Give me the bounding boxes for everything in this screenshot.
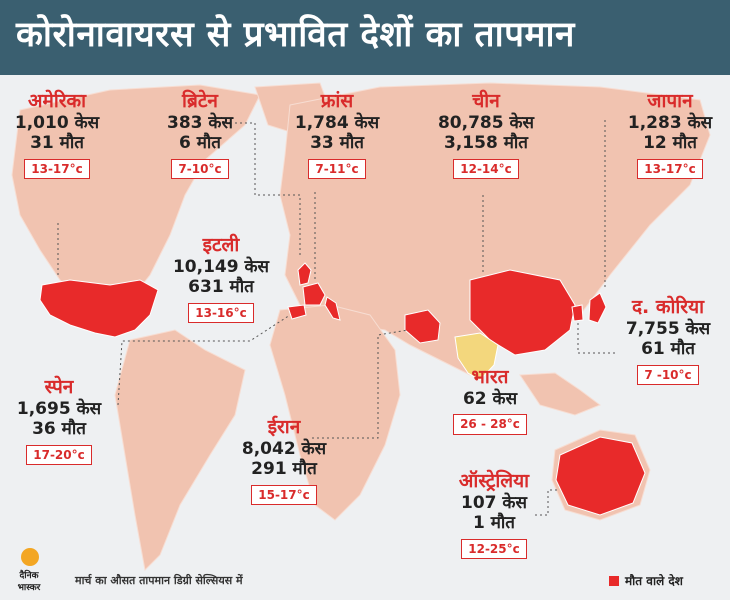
label-france: फ्रांस 1,784 केस 33 मौत 7-11°c [282,90,392,179]
china-highlight [469,269,576,356]
legend-square-icon [609,576,619,586]
deaths-usa: 31 मौत [30,133,84,154]
cases-usa: 1,010 केस [14,112,100,133]
country-name-spain: स्पेन [44,376,74,398]
country-name-italy: इटली [202,234,240,256]
temp-india: 26 - 28°c [453,414,527,435]
cases-iran: 8,042 केस [241,438,327,459]
india-highlight [454,332,499,381]
deaths-italy: 631 मौत [188,277,254,298]
country-name-india: भारत [471,366,509,388]
label-china: चीन 80,785 केस 3,158 मौत 12-14°c [424,90,548,179]
label-australia: ऑस्ट्रेलिया 107 केस 1 मौत 12-25°c [436,470,552,559]
deaths-spain: 36 मौत [32,419,86,440]
cases-spain: 1,695 केस [16,398,102,419]
country-name-australia: ऑस्ट्रेलिया [458,470,530,492]
cases-uk: 383 केस [167,112,233,133]
label-india: भारत 62 केस 26 - 28°c [442,366,538,435]
logo-line1: दैनिक [19,571,39,581]
temp-korea: 7 -10°c [637,364,699,385]
label-spain: स्पेन 1,695 केस 36 मौत 17-20°c [6,376,112,465]
temp-iran: 15-17°c [251,484,317,505]
country-name-iran: ईरान [267,416,301,438]
cases-japan: 1,283 केस [627,112,713,133]
deaths-australia: 1 मौत [472,513,515,534]
africa-landmass [269,304,401,521]
temp-japan: 13-17°c [637,158,703,179]
cases-china: 80,785 केस [437,112,535,133]
label-uk: ब्रिटेन 383 केस 6 मौत 7-10°c [148,90,252,179]
cases-australia: 107 केस [461,492,527,513]
indonesia-landmass [519,372,602,416]
temp-australia: 12-25°c [461,538,527,559]
deaths-iran: 291 मौत [251,459,317,480]
south-america-landmass [114,329,246,572]
korea-highlight [571,304,584,322]
temp-china: 12-14°c [453,158,519,179]
temp-italy: 13-16°c [188,302,254,323]
australia-highlight [555,436,646,516]
deaths-china: 3,158 मौत [444,133,528,154]
country-name-korea: द. कोरिया [631,296,705,318]
sun-logo-icon [21,548,39,566]
label-korea: द. कोरिया 7,755 केस 61 मौत 7 -10°c [612,296,724,385]
page-title: कोरोनावायरस से प्रभावित देशों का तापमान [16,15,575,55]
deaths-korea: 61 मौत [641,339,695,360]
label-italy: इटली 10,149 केस 631 मौत 13-16°c [162,234,280,323]
label-iran: ईरान 8,042 केस 291 मौत 15-17°c [224,416,344,505]
cases-korea: 7,755 केस [625,318,711,339]
legend: मौत वाले देश [609,572,683,589]
spain-highlight [287,304,307,320]
temp-france: 7-11°c [308,158,366,179]
cases-france: 1,784 केस [294,112,380,133]
temperature-note: मार्च का औसत तापमान डिग्री सेल्सियस में [75,574,243,587]
header-bar: कोरोनावायरस से प्रभावित देशों का तापमान [0,0,730,75]
temp-usa: 13-17°c [24,158,90,179]
country-name-france: फ्रांस [320,90,354,112]
temp-uk: 7-10°c [171,158,229,179]
label-japan: जापान 1,283 केस 12 मौत 13-17°c [618,90,722,179]
dainik-bhaskar-logo: दैनिक भास्कर [10,548,48,596]
world-map [11,82,711,572]
country-name-japan: जापान [647,90,693,112]
north-america-landmass [11,84,261,316]
leader-korea [577,323,615,354]
country-name-usa: अमेरिका [27,90,87,112]
leader-uk [235,122,301,255]
label-usa: अमेरिका 1,010 केस 31 मौत 13-17°c [8,90,106,179]
leader-australia [535,489,560,516]
italy-highlight [324,296,341,321]
logo-line2: भास्कर [17,583,41,593]
deaths-france: 33 मौत [310,133,364,154]
legend-label: मौत वाले देश [625,574,683,588]
country-name-china: चीन [472,90,500,112]
cases-india: 62 केस [462,388,518,409]
uk-highlight [297,262,312,286]
japan-highlight [588,292,607,324]
temp-spain: 17-20°c [26,444,92,465]
deaths-uk: 6 मौत [178,133,221,154]
usa-highlight [39,279,159,338]
country-name-uk: ब्रिटेन [182,90,218,112]
leader-spain [117,314,291,406]
cases-italy: 10,149 केस [172,256,270,277]
france-highlight [302,282,326,306]
deaths-japan: 12 मौत [643,133,697,154]
